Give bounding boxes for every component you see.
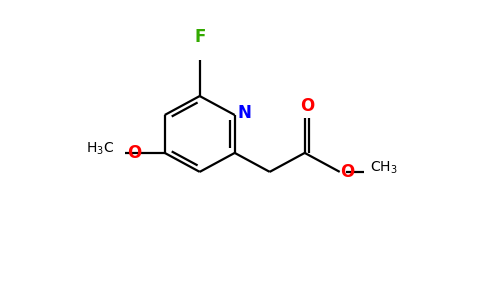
- Text: H$_3$C: H$_3$C: [86, 140, 114, 157]
- Text: O: O: [127, 144, 141, 162]
- Text: O: O: [300, 97, 314, 115]
- Text: N: N: [238, 104, 252, 122]
- Text: O: O: [340, 163, 354, 181]
- Text: CH$_3$: CH$_3$: [370, 159, 398, 176]
- Text: F: F: [194, 28, 205, 46]
